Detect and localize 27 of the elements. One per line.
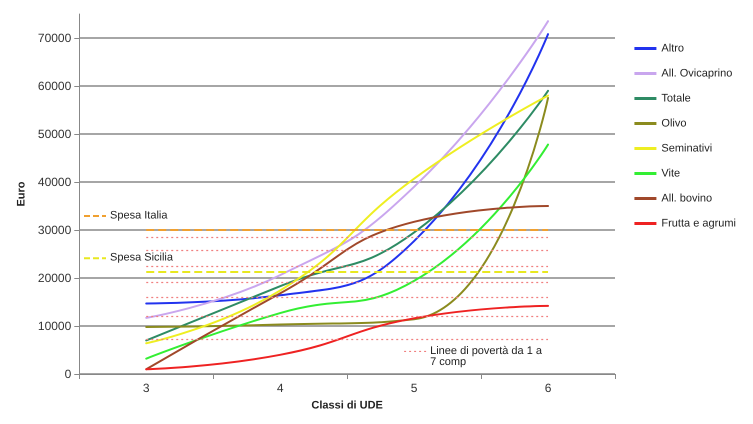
x-tick-label: 3 — [142, 381, 150, 395]
legend-label: Vite — [661, 168, 680, 180]
legend-label: Spesa Italia — [110, 210, 168, 222]
legend-label: Totale — [661, 92, 691, 104]
y-tick-label: 60000 — [38, 79, 72, 93]
y-tick-label: 20000 — [38, 271, 72, 285]
legend-label: Seminativi — [661, 142, 712, 154]
x-tick-label: 6 — [544, 381, 552, 395]
y-tick-label: 40000 — [38, 175, 72, 189]
legend-label: Altro — [661, 42, 684, 54]
x-tick-label: 4 — [276, 381, 284, 395]
y-tick-label: 50000 — [38, 127, 72, 141]
line-series — [145, 304, 550, 370]
x-axis-title: Classi di UDE — [311, 400, 383, 412]
legend-label: Olivo — [661, 118, 686, 130]
legend-label: Spesa Sicilia — [110, 252, 174, 264]
legend-label: All. Ovicaprino — [661, 68, 732, 80]
y-tick-label: 70000 — [38, 31, 72, 45]
x-tick-label: 5 — [410, 381, 418, 395]
y-axis-title: Euro — [16, 181, 28, 207]
y-tick-label: 0 — [64, 367, 72, 381]
legend-label: Linee di povertà da 1 a 7 comp — [430, 344, 546, 368]
y-tick-label: 10000 — [38, 319, 72, 333]
y-tick-label: 30000 — [38, 223, 72, 237]
line-series — [145, 205, 550, 370]
legend-label: Frutta e agrumi — [661, 218, 736, 230]
legend-label: All. bovino — [661, 192, 712, 204]
